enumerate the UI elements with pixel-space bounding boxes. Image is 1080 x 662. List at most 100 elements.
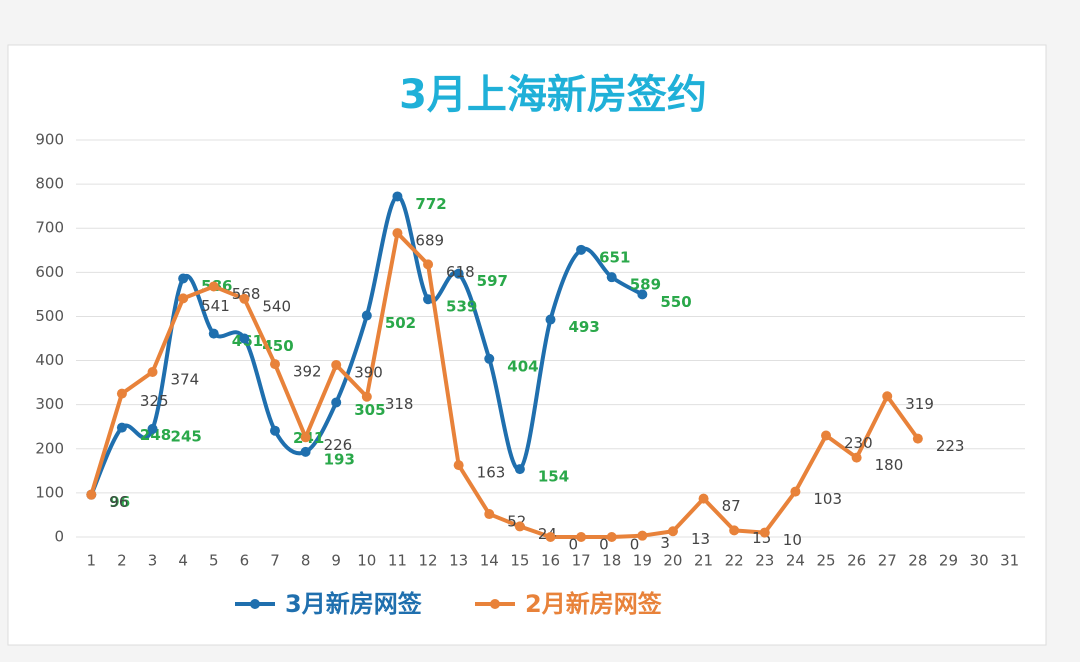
data-point <box>392 191 403 202</box>
data-point <box>514 464 525 475</box>
data-point <box>514 521 525 532</box>
data-point <box>269 425 280 436</box>
data-point <box>178 293 189 304</box>
data-label: 96 <box>109 493 130 511</box>
data-point <box>300 432 311 443</box>
data-label: 550 <box>660 293 691 311</box>
data-label: 13 <box>691 530 710 548</box>
data-label: 541 <box>201 297 230 315</box>
data-label: 597 <box>477 272 508 290</box>
data-point <box>116 422 127 433</box>
x-tick-label: 7 <box>270 552 280 570</box>
data-point <box>545 532 556 542</box>
x-tick-label: 30 <box>970 552 989 570</box>
x-tick-label: 29 <box>939 552 958 570</box>
x-tick-label: 21 <box>694 552 713 570</box>
data-label: 772 <box>415 195 446 213</box>
data-point <box>606 532 617 542</box>
y-tick-label: 0 <box>54 528 64 546</box>
data-label: 502 <box>385 314 416 332</box>
data-label: 618 <box>446 263 475 281</box>
data-point <box>453 460 464 471</box>
data-point <box>423 294 434 305</box>
data-point <box>208 328 219 339</box>
data-point <box>116 388 127 399</box>
data-label: 96 <box>109 493 128 511</box>
y-tick-label: 600 <box>35 263 64 281</box>
data-point <box>790 486 801 497</box>
data-label: 3 <box>660 534 670 552</box>
x-tick-label: 13 <box>449 552 468 570</box>
x-tick-label: 5 <box>209 552 219 570</box>
data-label: 0 <box>599 536 609 554</box>
data-label: 651 <box>599 248 630 266</box>
data-label: 305 <box>354 401 385 419</box>
x-tick-label: 3 <box>148 552 158 570</box>
data-point <box>667 526 678 537</box>
data-point <box>361 310 372 321</box>
data-point <box>882 391 893 402</box>
data-label: 540 <box>262 297 291 315</box>
data-point <box>178 273 189 284</box>
data-label: 87 <box>722 497 741 515</box>
data-point <box>576 244 587 255</box>
legend-marker <box>250 599 260 609</box>
x-tick-label: 17 <box>572 552 591 570</box>
data-label: 568 <box>232 285 261 303</box>
x-tick-label: 20 <box>663 552 682 570</box>
data-label: 318 <box>385 395 414 413</box>
data-label: 390 <box>354 363 383 381</box>
data-label: 103 <box>813 490 842 508</box>
data-point <box>545 314 556 325</box>
data-label: 226 <box>324 436 353 454</box>
data-point <box>729 525 740 536</box>
legend-marker <box>490 599 500 609</box>
x-tick-label: 6 <box>240 552 250 570</box>
x-tick-label: 27 <box>878 552 897 570</box>
data-point <box>576 532 587 542</box>
data-point <box>484 509 495 520</box>
x-tick-label: 9 <box>331 552 341 570</box>
y-tick-label: 800 <box>35 175 64 193</box>
data-point <box>759 527 770 538</box>
x-tick-label: 14 <box>480 552 499 570</box>
y-tick-label: 900 <box>35 131 64 149</box>
data-label: 230 <box>844 434 873 452</box>
data-label: 0 <box>569 536 579 554</box>
data-point <box>361 391 372 402</box>
x-tick-label: 28 <box>908 552 927 570</box>
data-point <box>300 446 311 457</box>
y-tick-label: 700 <box>35 219 64 237</box>
legend-label: 3月新房网签 <box>285 590 423 618</box>
x-tick-label: 23 <box>755 552 774 570</box>
x-tick-label: 26 <box>847 552 866 570</box>
data-point <box>821 430 832 441</box>
y-tick-label: 500 <box>35 307 64 325</box>
x-tick-label: 31 <box>1000 552 1019 570</box>
data-point <box>453 268 464 279</box>
data-point <box>392 228 403 239</box>
chart-frame <box>7 44 1047 646</box>
chart-title: 3月上海新房签约 <box>399 72 707 118</box>
y-tick-label: 300 <box>35 395 64 413</box>
data-point <box>239 293 250 304</box>
data-label: 404 <box>507 357 538 375</box>
x-tick-label: 19 <box>633 552 652 570</box>
x-tick-label: 1 <box>87 552 97 570</box>
data-point <box>208 281 219 292</box>
data-point <box>637 530 648 541</box>
data-label: 319 <box>905 395 934 413</box>
data-point <box>912 433 923 444</box>
data-point <box>269 359 280 370</box>
data-label: 539 <box>446 298 477 316</box>
data-label: 10 <box>783 531 802 549</box>
x-tick-label: 22 <box>725 552 744 570</box>
data-label: 0 <box>630 536 640 554</box>
data-label: 374 <box>171 371 200 389</box>
data-point <box>147 367 158 378</box>
x-tick-label: 4 <box>178 552 188 570</box>
data-point <box>484 353 495 364</box>
y-tick-label: 100 <box>35 483 64 501</box>
data-point <box>331 397 342 408</box>
